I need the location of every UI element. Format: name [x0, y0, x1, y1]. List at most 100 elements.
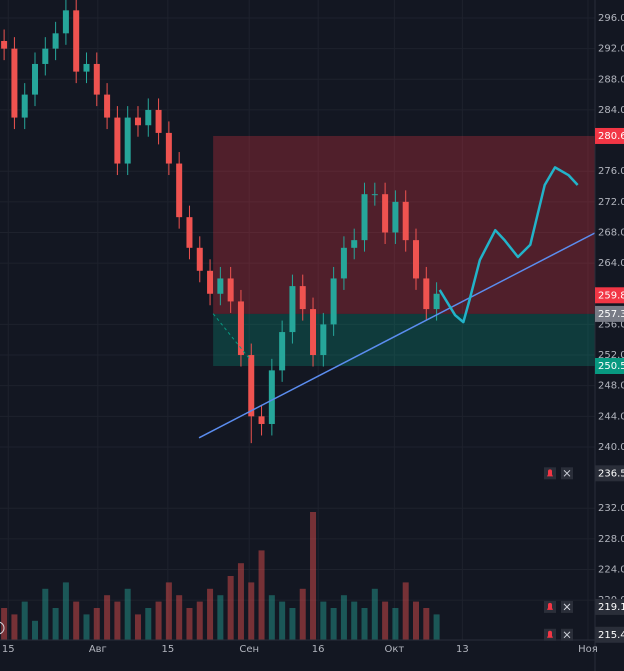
- trend-line: [198, 232, 595, 439]
- candle-body: [258, 416, 265, 424]
- volume-bar: [93, 608, 100, 640]
- candle-body: [186, 217, 193, 248]
- candle-body: [1, 40, 8, 49]
- candle-body: [62, 10, 69, 34]
- volume-bar: [227, 576, 234, 640]
- y-tick-label: 272.00: [598, 197, 624, 208]
- volume-bar: [207, 588, 214, 640]
- volume-bar: [237, 563, 244, 640]
- plot-area: [1, 0, 595, 640]
- alert-close-icon[interactable]: [563, 631, 571, 639]
- volume-bar: [1, 608, 8, 640]
- y-tick-label: 296.00: [598, 13, 624, 24]
- y-tick-label: 284.00: [598, 105, 624, 116]
- dashed-line: [212, 313, 251, 360]
- y-tick-label: 256.00: [598, 319, 624, 330]
- price-marker-label: 215.48: [598, 630, 624, 641]
- price-marker: [595, 287, 624, 304]
- candle-body: [361, 194, 368, 241]
- volume-bar: [340, 595, 347, 640]
- y-tick-label: 268.00: [598, 227, 624, 238]
- volume-bar: [114, 601, 121, 640]
- candle-body: [279, 332, 286, 371]
- volume-bar: [258, 550, 265, 640]
- price-marker: [595, 598, 624, 615]
- volume-bar: [134, 614, 141, 640]
- volume-bar: [371, 588, 378, 640]
- alert-bell-icon[interactable]: [547, 469, 553, 477]
- y-tick-label: 264.00: [598, 258, 624, 269]
- candle-body: [268, 370, 275, 424]
- y-tick-label: 228.00: [598, 534, 624, 545]
- candle-body: [73, 10, 80, 72]
- price-marker-label: 236.56: [598, 468, 624, 479]
- reset-button[interactable]: [0, 621, 5, 635]
- volume-bar: [62, 582, 69, 640]
- volume-bar: [289, 608, 296, 640]
- candle-body: [207, 270, 214, 294]
- candle-body: [351, 240, 358, 248]
- candle-body: [330, 278, 337, 325]
- candle-body: [165, 132, 172, 164]
- volume-bar: [310, 512, 317, 640]
- volume-bar: [21, 601, 28, 640]
- candle-body: [310, 309, 317, 356]
- volume-bar: [42, 588, 49, 640]
- candle-body: [237, 301, 244, 356]
- price-marker: [595, 305, 624, 322]
- candle-body: [124, 117, 131, 164]
- volume-bar: [73, 601, 80, 640]
- alert-close-icon[interactable]: [563, 469, 571, 477]
- y-tick-label: 224.00: [598, 565, 624, 576]
- volume-bar: [279, 601, 286, 640]
- volume-bar: [11, 614, 18, 640]
- volume-bar: [330, 608, 337, 640]
- volume-bar: [433, 614, 440, 640]
- candle-body: [42, 48, 49, 64]
- x-tick-label: 15: [161, 644, 174, 655]
- alert-bell-icon[interactable]: [547, 602, 553, 610]
- volume-bar: [217, 595, 224, 640]
- volume-bar: [155, 601, 162, 640]
- y-tick-label: 252.00: [598, 350, 624, 361]
- volume-bar: [392, 608, 399, 640]
- volume-bar: [196, 601, 203, 640]
- candle-body: [155, 109, 162, 133]
- volume-bar: [423, 608, 430, 640]
- price-marker-label: 259.80: [598, 290, 624, 301]
- axes: 296.00 292.00 288.00 284.00 276.00 272.00 268.…: [2, 13, 624, 655]
- candle-body: [413, 240, 419, 279]
- candle-body: [21, 94, 28, 118]
- price-marker-label: 257.37: [598, 309, 624, 320]
- price-marker: [595, 127, 624, 144]
- candle-body: [248, 355, 255, 417]
- price-marker: [595, 465, 624, 482]
- candle-body: [371, 194, 378, 196]
- y-tick-label: 276.00: [598, 166, 624, 177]
- price-zone: [213, 135, 595, 314]
- price-marker: [595, 626, 624, 643]
- volume-bar: [104, 595, 111, 640]
- volume-bar: [402, 582, 409, 640]
- candle-body: [196, 247, 203, 271]
- price-zone: [213, 313, 595, 366]
- candle-body: [340, 247, 347, 279]
- volume-bar: [83, 614, 90, 640]
- volume-bar: [145, 608, 152, 640]
- price-marker-label: 250.57: [598, 361, 624, 372]
- volume-bar: [124, 588, 131, 640]
- candle-body: [227, 278, 234, 302]
- candle-body: [176, 163, 183, 218]
- alert-close-icon[interactable]: [563, 603, 571, 611]
- candle-body: [11, 48, 18, 118]
- candle-body: [83, 63, 90, 72]
- candle-body: [402, 201, 409, 241]
- volume-bar: [361, 608, 368, 640]
- candle-body: [217, 278, 224, 294]
- y-tick-label: 244.00: [598, 411, 624, 422]
- alert-bell-icon[interactable]: [547, 630, 553, 638]
- y-tick-label: 240.00: [598, 442, 624, 453]
- candle-body: [52, 33, 59, 49]
- y-tick-label: 248.00: [598, 381, 624, 392]
